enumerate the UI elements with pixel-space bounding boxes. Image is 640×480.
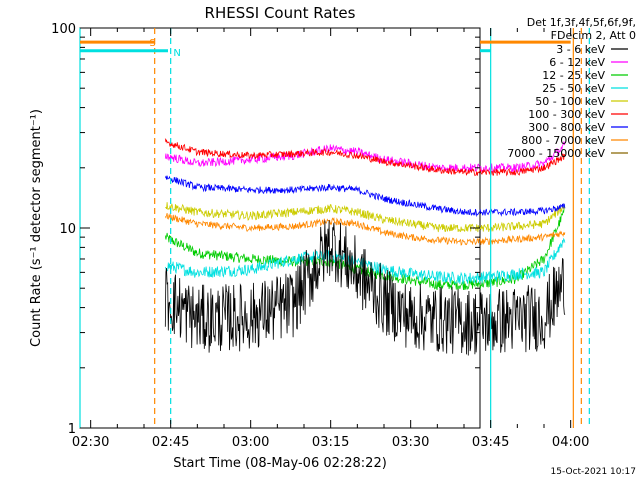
x-axis-ticks: 02:30 02:45 03:00 03:15 03:30 03:45 04:00 bbox=[72, 28, 589, 450]
y-tick-label-0: 1 bbox=[68, 422, 76, 437]
legend-label-8: 7000 - 15000 keV bbox=[507, 147, 605, 160]
series-line-5 bbox=[164, 138, 566, 177]
legend-label-6: 300 - 800 keV bbox=[528, 121, 605, 134]
y-axis-ticks: 1 10 100 bbox=[51, 22, 480, 437]
series-line-6 bbox=[164, 175, 566, 218]
legend-label-0: 3 - 6 keV bbox=[556, 43, 605, 56]
legend-label-4: 50 - 100 keV bbox=[535, 95, 605, 108]
series-line-7 bbox=[164, 212, 566, 246]
legend-label-7: 800 - 7000 keV bbox=[521, 134, 605, 147]
legend-header-1: FDecim 2, Att 0 bbox=[551, 29, 636, 42]
y-tick-label-2: 100 bbox=[51, 22, 76, 37]
chart-title: RHESSI Count Rates bbox=[205, 4, 356, 22]
y-axis-label: Count Rate (s⁻¹ detector segment⁻¹) bbox=[29, 109, 44, 347]
legend: Det 1f,3f,4f,5f,6f,9f,FDecim 2, Att 03 -… bbox=[507, 16, 636, 160]
series-line-0 bbox=[164, 220, 566, 356]
legend-label-3: 25 - 50 keV bbox=[542, 82, 605, 95]
x-tick-label-3: 03:15 bbox=[312, 435, 349, 450]
x-tick-label-1: 02:45 bbox=[152, 435, 189, 450]
x-axis-label: Start Time (08-May-06 02:28:22) bbox=[173, 456, 387, 471]
y-tick-label-1: 10 bbox=[59, 222, 76, 237]
series-line-4 bbox=[165, 202, 566, 233]
footer-timestamp: 15-Oct-2021 10:17 bbox=[551, 467, 636, 477]
x-tick-label-5: 03:45 bbox=[472, 435, 509, 450]
plot-area: SN bbox=[79, 27, 590, 429]
annotation-s: S bbox=[149, 38, 155, 49]
annotation-n: N bbox=[173, 48, 180, 59]
legend-label-5: 100 - 300 keV bbox=[528, 108, 605, 121]
legend-label-1: 6 - 12 keV bbox=[549, 56, 605, 69]
legend-header-0: Det 1f,3f,4f,5f,6f,9f, bbox=[527, 16, 636, 29]
x-tick-label-0: 02:30 bbox=[72, 435, 109, 450]
x-tick-label-2: 03:00 bbox=[232, 435, 269, 450]
series-line-1 bbox=[164, 141, 566, 173]
x-tick-label-6: 04:00 bbox=[552, 435, 589, 450]
legend-label-2: 12 - 25 keV bbox=[542, 69, 605, 82]
x-tick-label-4: 03:30 bbox=[392, 435, 429, 450]
